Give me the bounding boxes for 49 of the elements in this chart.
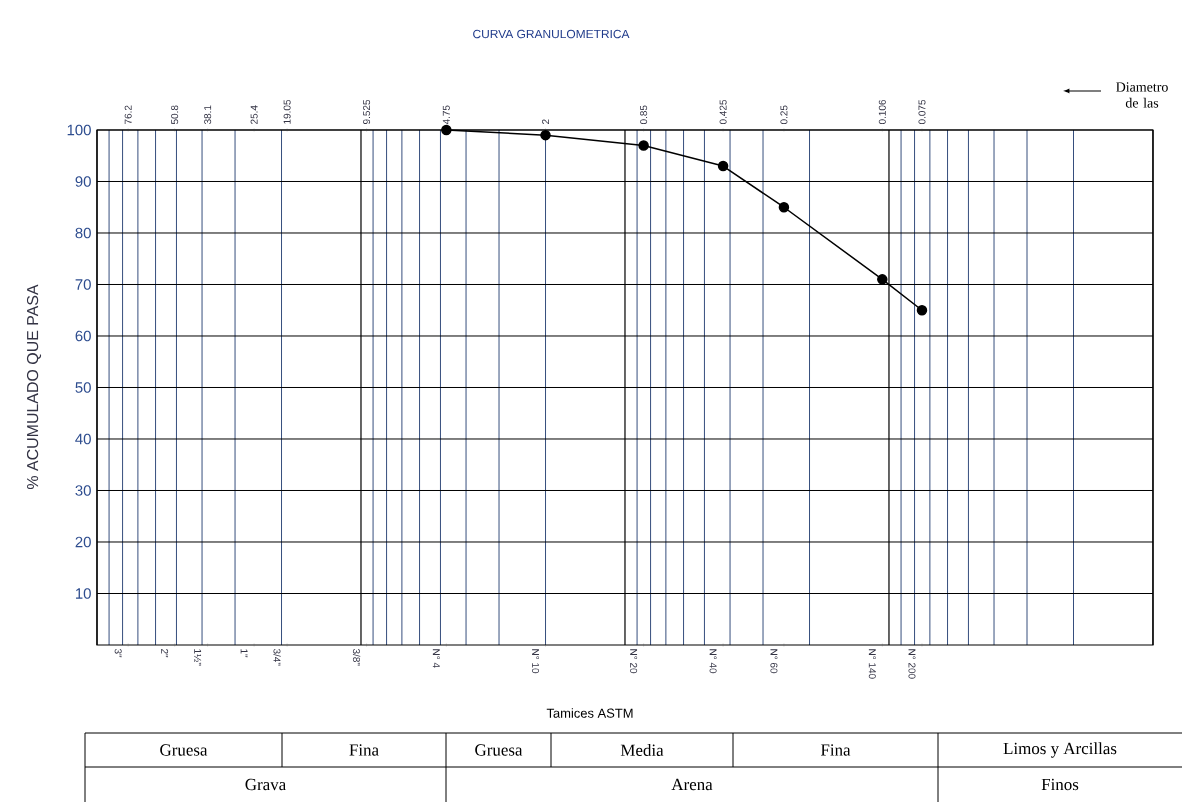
x-axis-title: Tamices ASTM [546, 708, 633, 718]
text: 2" [161, 649, 169, 658]
text: 1" [240, 649, 248, 658]
text: Media [620, 744, 664, 756]
text: Fina [349, 744, 379, 756]
x-tick-label: 0.106 [878, 99, 886, 125]
x-tick-label: 0.075 [918, 99, 926, 125]
y-tick-label: 80 [75, 227, 91, 239]
x-tick-label: 50.8 [171, 105, 179, 125]
x-tick-label: 38.1 [204, 105, 212, 125]
y-axis-title: % ACUMULADO QUE PASA [26, 284, 42, 490]
x-tick-label: 19.05 [283, 99, 291, 124]
text: Gruesa [475, 744, 523, 756]
y-tick-label: 100 [67, 124, 91, 136]
y-tick-label: 60 [75, 330, 91, 342]
text: N° 60 [770, 649, 778, 674]
text: 3/4" [273, 648, 281, 666]
x-tick-label: 9.525 [363, 99, 371, 124]
text: N° 200 [908, 649, 916, 679]
text: 3/8" [352, 648, 361, 666]
text: Limos y Arcillas [1003, 742, 1117, 758]
y-tick-label: 50 [75, 382, 91, 393]
x-tick-label: 2 [542, 119, 549, 124]
x-tick-label: 0.425 [719, 99, 727, 125]
text: N° 40 [709, 649, 717, 674]
text: Finos [1041, 778, 1079, 791]
text: Arena [671, 778, 713, 791]
text: 1½" [194, 649, 202, 666]
y-tick-label: 90 [75, 176, 91, 187]
x-tick-label: 25.4 [250, 105, 258, 124]
text: N° 4 [432, 649, 440, 668]
y-tick-label: 70 [75, 279, 91, 290]
text: Fina [820, 744, 851, 756]
y-tick-label: 30 [75, 485, 91, 496]
x-tick-label: 0.85 [640, 105, 648, 125]
text: Diametro de las [1116, 82, 1168, 108]
text: 3" [114, 648, 122, 658]
text: Grava [245, 778, 286, 791]
text: N° 20 [630, 649, 638, 674]
chart-title: CURVA GRANULOMETRICA [473, 29, 630, 39]
text: Gruesa [160, 744, 208, 756]
x-tick-label: 0.25 [780, 105, 788, 125]
text: N° 140 [868, 649, 876, 679]
y-tick-label: 20 [75, 536, 91, 548]
y-tick-label: 10 [75, 588, 91, 599]
x-tick-label: 76.2 [124, 105, 132, 124]
x-tick-label: 4.75 [442, 105, 450, 125]
y-tick-label: 40 [75, 433, 91, 445]
text: N° 10 [532, 649, 540, 674]
